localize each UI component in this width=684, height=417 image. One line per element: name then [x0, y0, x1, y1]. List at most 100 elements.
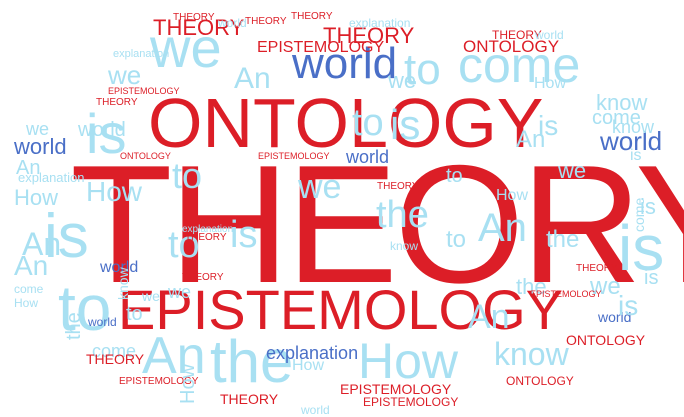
word-is-3: is: [618, 212, 665, 284]
word-epistemology-s1: EPISTEMOLOGY: [108, 86, 180, 96]
word-an-s6: An: [468, 298, 510, 336]
word-theory-s9: THEORY: [185, 232, 227, 243]
word-world-s1: world: [218, 16, 247, 30]
word-is-s4: is: [618, 290, 639, 321]
word-how-s3: How: [14, 296, 39, 310]
word-is-s1: is: [538, 110, 559, 141]
word-ontology-medium: ONTOLOGY: [463, 37, 560, 56]
word-theory-small-4: THEORY: [492, 28, 542, 42]
word-know-vertical: know: [115, 267, 131, 300]
word-we-s2: we: [26, 119, 50, 139]
word-theory-medium-2: THEORY: [323, 23, 415, 48]
word-theory-medium: THEORY: [153, 15, 245, 40]
word-ontology-s2: ONTOLOGY: [566, 332, 646, 348]
word-an-s1: An: [234, 62, 271, 95]
word-we-2: we: [298, 168, 342, 206]
word-we-s4: we: [142, 288, 160, 304]
word-theory-s7: THEORY: [220, 391, 279, 407]
word-come-s2: come: [92, 341, 137, 361]
word-theory-large: THEORY: [70, 130, 684, 318]
word-an-s3: An: [22, 226, 62, 262]
word-the-2: the: [376, 194, 429, 236]
word-the-1: the: [210, 328, 294, 395]
word-theory-small-1: THEORY: [173, 12, 215, 23]
word-theory-s5: THEORY: [96, 97, 138, 108]
word-an-2: An: [478, 206, 527, 250]
word-explanation-s1: explanation: [349, 16, 411, 30]
word-to-5: to: [168, 224, 200, 266]
word-how-s6: How: [292, 357, 325, 374]
word-epistemology-medium: EPISTEMOLOGY: [257, 39, 385, 56]
word-explanation-s3: explanation: [18, 170, 85, 185]
word-epistemology-s3: EPISTEMOLOGY: [340, 381, 452, 397]
word-an-1: An: [142, 327, 206, 385]
word-know-1: know: [494, 336, 569, 372]
word-theory-s11: THEORY: [576, 263, 618, 274]
word-come-s1: come: [14, 282, 44, 296]
word-an-s5: An: [516, 126, 546, 153]
word-theory-s8: THEORY: [377, 181, 419, 192]
word-is-s3: is: [644, 267, 659, 289]
word-world-s4: world: [301, 403, 330, 417]
word-know-s2: know: [390, 239, 419, 253]
word-world-4: world: [100, 259, 139, 276]
word-how-s2: How: [86, 176, 143, 207]
word-world-s7: world: [88, 315, 117, 329]
word-epistemology-s6: EPISTEMOLOGY: [530, 289, 602, 299]
word-ontology-s1: ONTOLOGY: [506, 374, 574, 388]
word-world-s3: world: [78, 119, 126, 141]
word-epistemology-s4: EPISTEMOLOGY: [363, 395, 459, 409]
word-is-4: is: [390, 101, 421, 148]
word-the-s1: the: [516, 274, 547, 299]
word-how-vertical: How: [177, 363, 199, 404]
word-we-s3: we: [168, 282, 192, 302]
word-how-s1: How: [14, 185, 59, 210]
word-how-s5: How: [496, 187, 529, 204]
word-to-2: to: [58, 272, 112, 344]
word-world-3: world: [14, 134, 67, 159]
word-epistemology-s5: EPISTEMOLOGY: [258, 151, 330, 161]
word-theory-small-3: THEORY: [291, 11, 333, 22]
word-ontology-large: ONTOLOGY: [148, 84, 544, 162]
word-is-2: is: [44, 202, 89, 271]
word-world-2: world: [600, 126, 663, 156]
word-we-s7: we: [388, 68, 417, 93]
word-world-s2: world: [535, 28, 564, 42]
word-know-s1: know: [596, 90, 648, 115]
word-is-1: is: [86, 102, 127, 165]
word-ontology-s3: ONTOLOGY: [120, 151, 171, 161]
word-theory-s6: THEORY: [86, 351, 145, 367]
word-come-vertical: come: [631, 197, 647, 232]
word-world-s6: world: [598, 309, 632, 325]
word-explanation-s4: explanation: [266, 343, 359, 363]
word-is-5: is: [230, 214, 258, 256]
word-is-s5: is: [630, 147, 642, 164]
word-explanation-s5: explanation: [182, 224, 234, 235]
word-epistemology-large: EPISTEMOLOGY: [118, 278, 563, 341]
word-to-4: to: [352, 102, 384, 144]
word-world: world: [292, 39, 398, 88]
word-we: we: [150, 16, 222, 79]
word-to-s1: to: [126, 303, 143, 325]
word-explanation-s2: explanation: [113, 48, 170, 60]
word-how-s4: How: [534, 75, 567, 92]
word-to-s2: to: [446, 165, 463, 187]
word-theory-s10: THEORY: [182, 272, 224, 283]
word-an-s2: An: [16, 157, 41, 179]
word-an-s4: An: [14, 250, 49, 281]
word-the-s2: the: [546, 226, 580, 253]
word-the-vertical: the: [63, 312, 85, 340]
word-epistemology-s2: EPISTEMOLOGY: [119, 376, 199, 387]
word-we-s5: we: [558, 158, 587, 183]
word-is-s2: is: [640, 194, 656, 219]
word-world-s5: world: [346, 147, 390, 167]
word-to-s3: to: [446, 226, 467, 253]
word-come: come: [458, 37, 581, 93]
word-we-s1: we: [108, 60, 142, 90]
word-to: to: [404, 45, 441, 94]
word-come-s3: come: [592, 107, 641, 129]
word-to-3: to: [172, 155, 203, 196]
word-know-s3: know: [612, 117, 655, 137]
word-how-1: How: [358, 333, 459, 389]
